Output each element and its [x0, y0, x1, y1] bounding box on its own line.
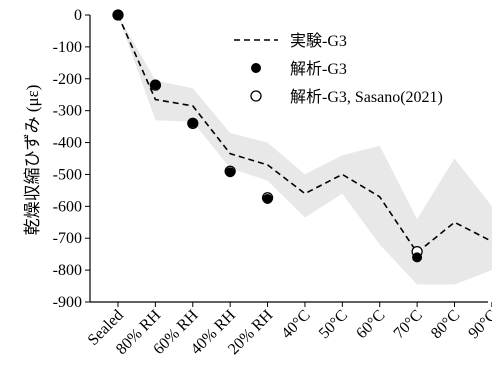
data-point-analysis — [113, 10, 123, 20]
data-point-analysis — [262, 193, 273, 204]
y-tick-label: -100 — [53, 39, 82, 56]
legend-swatch-filled-marker — [251, 63, 261, 73]
y-axis-label: 乾燥収縮ひずみ (με) — [23, 85, 42, 236]
series-layer — [112, 9, 492, 263]
y-tick-label: -500 — [53, 166, 82, 183]
legend-item-analysis: 解析-G3 — [251, 60, 347, 78]
x-tick-label: 70°C — [391, 307, 426, 342]
data-point-analysis — [412, 252, 423, 263]
plot-area: 0 -100 -200 -300 -400 -500 -600 -700 -800 -900 Se… — [53, 7, 492, 358]
legend-label-sasano: 解析-G3, Sasano(2021) — [290, 88, 443, 106]
legend-swatch-open-marker — [250, 90, 262, 102]
x-tick-label: 80°C — [428, 307, 463, 342]
y-tick-label: -200 — [53, 71, 82, 88]
y-tick-label: -400 — [53, 135, 82, 152]
data-point-analysis — [187, 117, 198, 128]
y-tick-label: 0 — [74, 7, 82, 24]
y-tick-label: -300 — [53, 103, 82, 120]
y-tick-label: -600 — [53, 198, 82, 215]
data-point-analysis — [150, 79, 161, 90]
y-tick-label: -700 — [53, 230, 82, 247]
y-tick-label: -800 — [53, 262, 82, 279]
legend-item-experiment: 実験-G3 — [234, 32, 347, 50]
x-tick-label: 60°C — [353, 307, 388, 342]
x-tick-label: 90°C — [465, 307, 492, 342]
y-tick-label: -900 — [53, 294, 82, 311]
legend-label-analysis: 解析-G3 — [290, 60, 347, 78]
legend-item-sasano: 解析-G3, Sasano(2021) — [250, 88, 443, 106]
legend-label-experiment: 実験-G3 — [290, 32, 347, 50]
y-ticks: 0 -100 -200 -300 -400 -500 -600 -700 -800 -900 — [53, 7, 90, 311]
legend: 実験-G3 解析-G3 解析-G3, Sasano(2021) — [234, 32, 443, 106]
x-tick-label: 40°C — [278, 307, 313, 342]
data-point-analysis — [225, 167, 236, 178]
range-band — [118, 15, 492, 285]
x-tick-label: 50°C — [316, 307, 351, 342]
